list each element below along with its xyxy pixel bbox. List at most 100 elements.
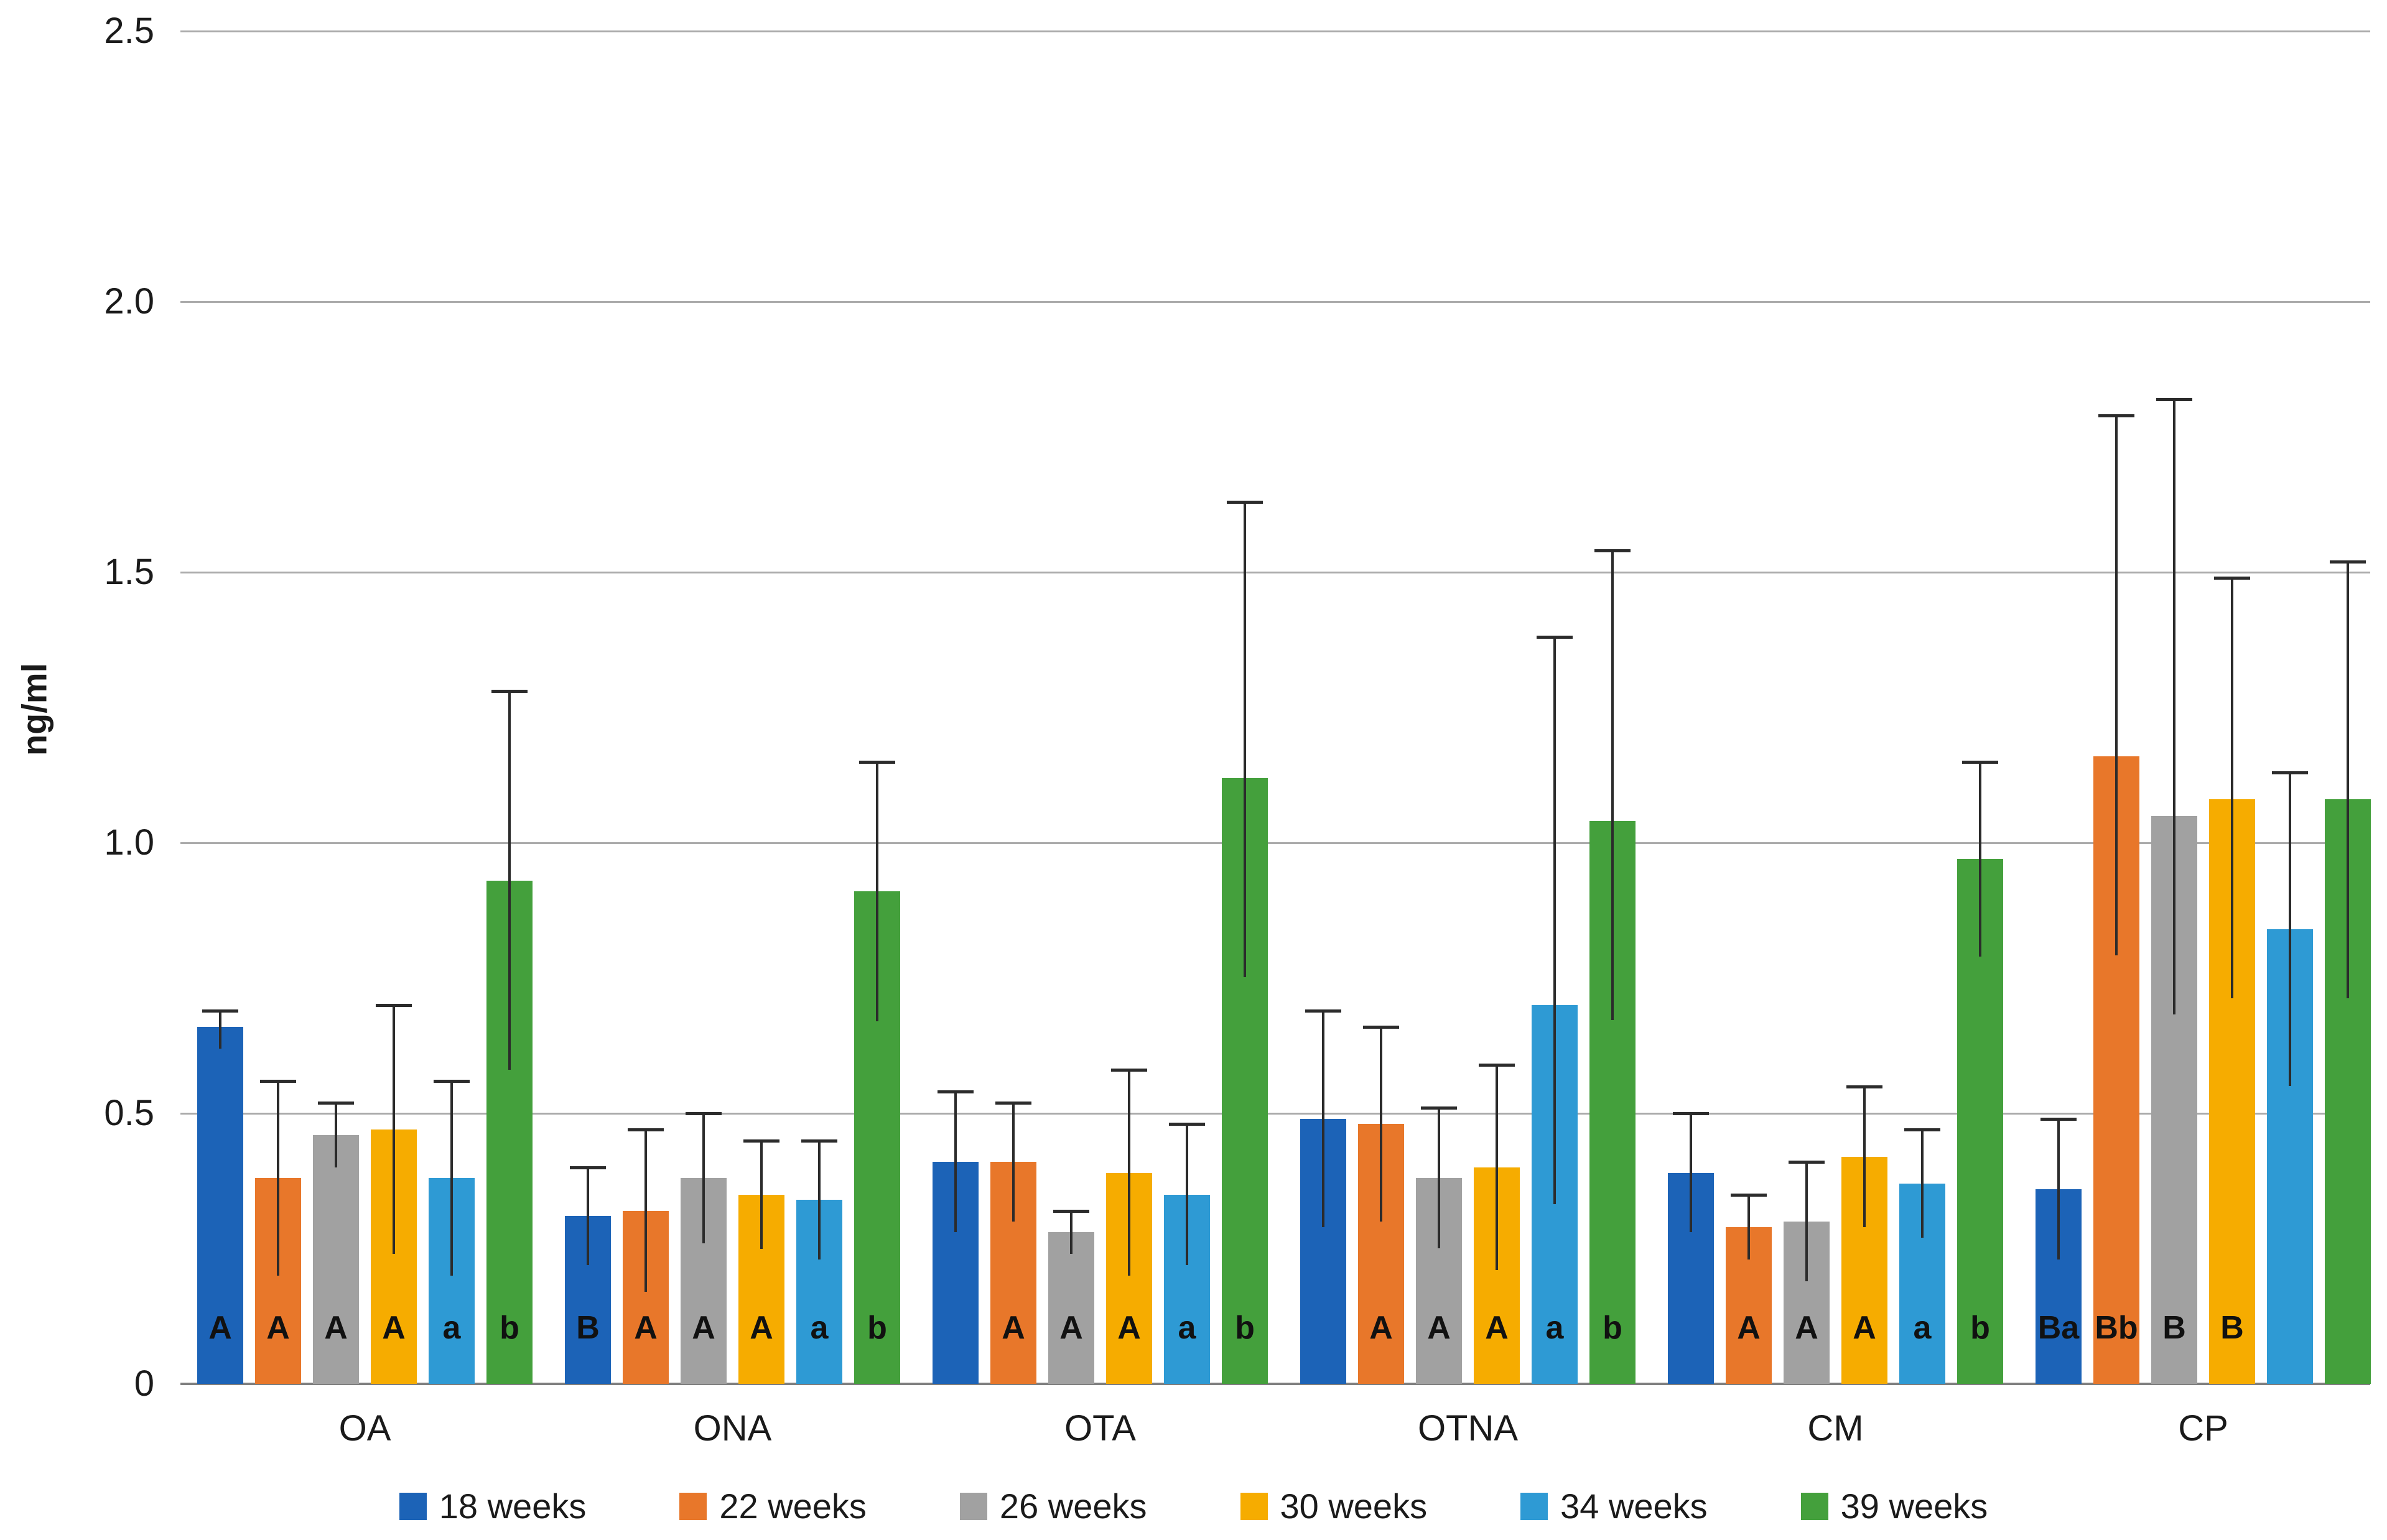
legend-label: 22 weeks <box>719 1487 867 1526</box>
x-category-label: OTNA <box>1417 1408 1519 1449</box>
legend-swatch <box>959 1493 987 1520</box>
significance-letter: A <box>1002 1310 1025 1346</box>
error-bar <box>1553 637 1556 1204</box>
error-bar-cap <box>2040 1117 2077 1121</box>
gridline <box>180 30 2370 32</box>
error-bar <box>219 1010 221 1049</box>
error-bar-cap <box>2098 414 2134 417</box>
error-bar-cap <box>859 760 895 764</box>
error-bar-cap <box>260 1079 296 1083</box>
legend-swatch <box>1240 1493 1268 1520</box>
gridline <box>180 572 2370 573</box>
x-category-label: OA <box>338 1408 391 1449</box>
error-bar <box>508 691 511 1070</box>
error-bar <box>2289 772 2291 1087</box>
significance-letter: A <box>324 1310 348 1346</box>
significance-letter: a <box>442 1310 461 1346</box>
legend-swatch <box>399 1493 427 1520</box>
significance-letter: A <box>1737 1310 1761 1346</box>
error-bar-cap <box>1305 1009 1341 1013</box>
bar-oa-26-weeks <box>313 1134 359 1384</box>
error-bar-cap <box>938 1090 974 1094</box>
error-bar-cap <box>1363 1025 1399 1029</box>
x-axis-line <box>180 1383 2370 1385</box>
error-bar <box>1244 501 1246 977</box>
y-tick-label: 2.5 <box>104 11 154 51</box>
legend-item: 34 weeks <box>1520 1489 1708 1524</box>
error-bar-cap <box>202 1009 238 1013</box>
legend-swatch <box>1520 1493 1548 1520</box>
error-bar-cap <box>1053 1209 1089 1213</box>
error-bar <box>1186 1124 1188 1265</box>
error-bar-cap <box>2156 397 2192 401</box>
gridline <box>180 301 2370 303</box>
error-bar <box>644 1129 647 1292</box>
error-bar-cap <box>1479 1063 1515 1067</box>
x-category-label: CM <box>1807 1408 1864 1449</box>
significance-letter: a <box>810 1310 829 1346</box>
significance-letter: A <box>1059 1310 1083 1346</box>
error-bar <box>876 761 878 1022</box>
error-bar <box>1496 1064 1498 1271</box>
significance-letter: a <box>1913 1310 1932 1346</box>
error-bar <box>818 1140 821 1259</box>
error-bar-cap <box>801 1139 837 1143</box>
significance-letter: B <box>2162 1310 2186 1346</box>
error-bar <box>1805 1162 1808 1281</box>
error-bar <box>1070 1210 1073 1255</box>
error-bar <box>702 1113 705 1243</box>
legend-item: 22 weeks <box>679 1489 867 1524</box>
significance-letter: B <box>2220 1310 2244 1346</box>
error-bar-cap <box>686 1112 722 1115</box>
error-bar-cap <box>1594 549 1631 553</box>
significance-letter: b <box>500 1310 519 1346</box>
error-bar-cap <box>1962 760 1998 764</box>
legend-swatch <box>1800 1493 1828 1520</box>
x-category-label: OTA <box>1064 1408 1136 1449</box>
error-bar <box>1012 1102 1015 1222</box>
significance-letter: A <box>1427 1310 1451 1346</box>
x-category-label: ONA <box>693 1408 772 1449</box>
significance-letter: a <box>1178 1310 1196 1346</box>
error-bar <box>1863 1086 1866 1227</box>
bar-ota-26-weeks <box>1048 1232 1094 1384</box>
significance-letter: B <box>576 1310 600 1346</box>
error-bar-cap <box>995 1101 1031 1105</box>
legend-item: 39 weeks <box>1800 1487 1988 1526</box>
error-bar <box>1921 1129 1924 1238</box>
significance-letter: A <box>692 1310 715 1346</box>
bar-oa-18-weeks <box>197 1026 243 1384</box>
y-tick-label: 0 <box>134 1363 154 1404</box>
y-tick-label: 0.5 <box>104 1093 154 1133</box>
error-bar <box>587 1167 589 1265</box>
error-bar-cap <box>743 1139 779 1143</box>
error-bar <box>2115 415 2118 955</box>
error-bar <box>450 1080 453 1276</box>
error-bar-cap <box>1846 1085 1882 1088</box>
significance-letter: A <box>1117 1310 1141 1346</box>
significance-letter: b <box>867 1310 887 1346</box>
significance-letter: A <box>266 1310 290 1346</box>
significance-letter: b <box>1235 1310 1255 1346</box>
significance-letter: A <box>382 1310 406 1346</box>
gridline <box>180 842 2370 844</box>
legend-item: 18 weeks <box>399 1489 586 1524</box>
significance-letter: a <box>1545 1310 1564 1346</box>
y-tick-label: 1.5 <box>104 552 154 592</box>
error-bar-cap <box>1111 1069 1147 1072</box>
legend-label: 39 weeks <box>1840 1487 1988 1526</box>
legend-swatch <box>679 1493 707 1520</box>
error-bar-cap <box>491 690 528 693</box>
error-bar-cap <box>1673 1112 1709 1115</box>
error-bar-cap <box>1169 1123 1205 1126</box>
error-bar <box>1747 1194 1750 1259</box>
error-bar <box>2231 577 2233 999</box>
error-bar-cap <box>2330 560 2366 564</box>
significance-letter: A <box>750 1310 773 1346</box>
legend-item: 26 weeks <box>959 1489 1147 1524</box>
significance-letter: b <box>1603 1310 1622 1346</box>
error-bar-cap <box>2272 771 2308 774</box>
significance-letter: A <box>1369 1310 1393 1346</box>
significance-letter: A <box>1853 1310 1876 1346</box>
